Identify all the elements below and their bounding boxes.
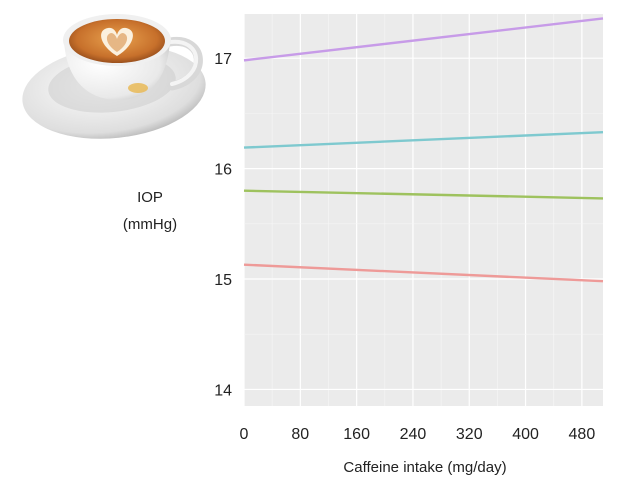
plot-background <box>244 14 603 406</box>
x-tick-label: 0 <box>240 426 249 443</box>
series-line-2 <box>243 130 604 149</box>
x-tick-labels: 0 80 160 240 320 400 480 <box>240 426 596 443</box>
series-line-3 <box>243 189 604 200</box>
x-tick-label: 160 <box>343 426 370 443</box>
x-tick-label: 80 <box>291 426 309 443</box>
coffee-cup-icon <box>22 14 206 139</box>
x-tick-label: 240 <box>400 426 427 443</box>
x-tick-label: 480 <box>569 426 596 443</box>
y-tick-label: 16 <box>214 162 232 179</box>
series-lines <box>243 17 604 283</box>
plot-panel <box>244 14 603 406</box>
y-axis-title-line-2: (mmHg) <box>123 216 177 233</box>
x-tick-label: 400 <box>512 426 539 443</box>
series-line-1 <box>243 17 604 62</box>
gridlines <box>243 14 603 406</box>
y-axis-title-line-1: IOP <box>137 189 163 206</box>
x-axis-title: Caffeine intake (mg/day) <box>343 459 506 476</box>
y-tick-label: 15 <box>214 272 232 289</box>
y-tick-label: 14 <box>214 382 232 399</box>
x-tick-label: 320 <box>456 426 483 443</box>
y-tick-label: 17 <box>214 51 232 68</box>
y-tick-labels: 14 15 16 17 <box>214 51 232 399</box>
series-line-4 <box>243 263 604 283</box>
